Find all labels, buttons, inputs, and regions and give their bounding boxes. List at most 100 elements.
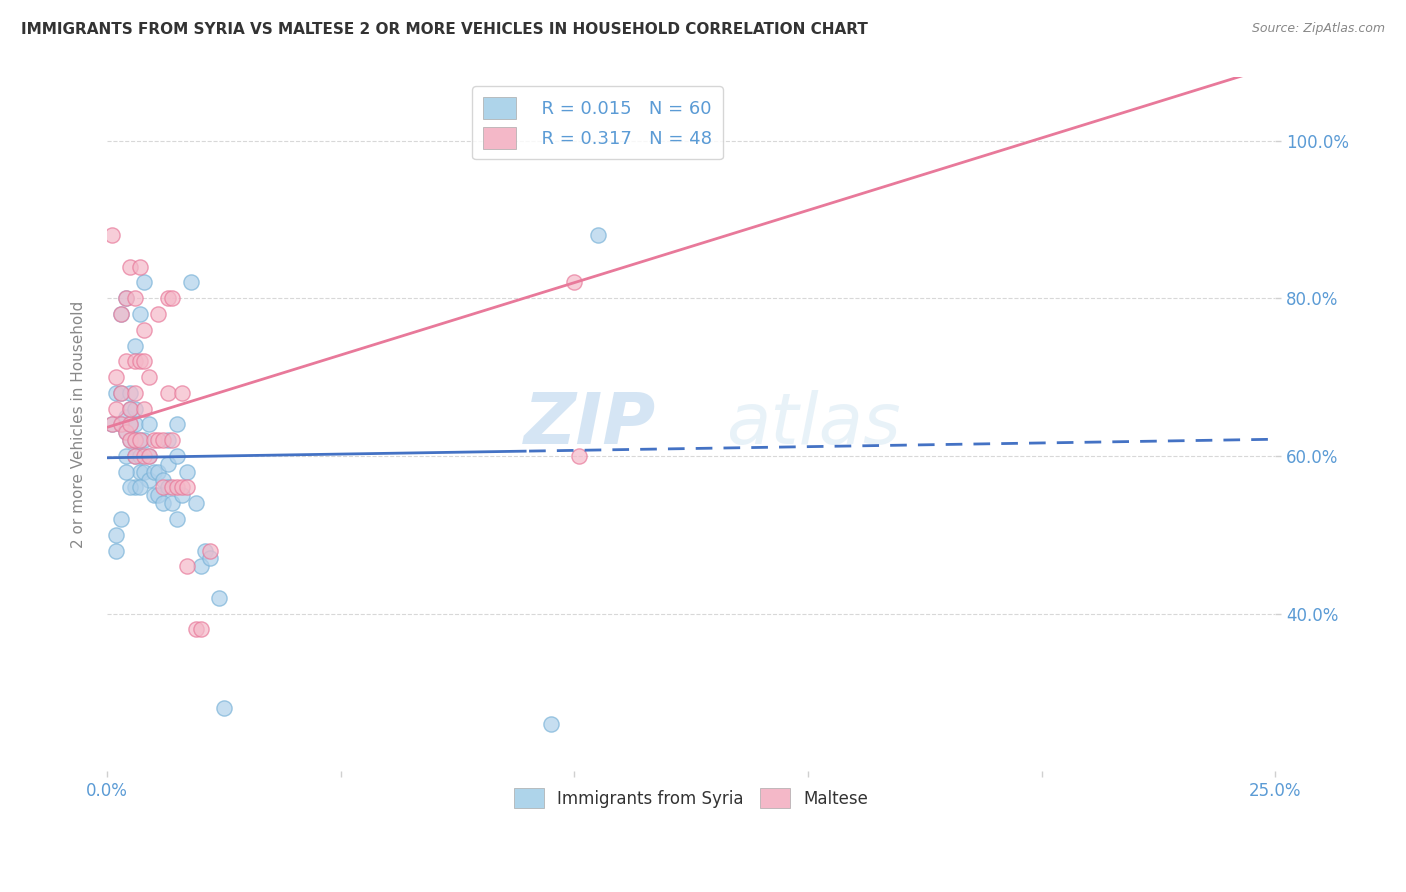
Point bbox=[100, 417, 122, 432]
Point bbox=[124, 417, 146, 432]
Point bbox=[120, 401, 142, 416]
Point bbox=[134, 465, 156, 479]
Point bbox=[152, 496, 174, 510]
Point bbox=[156, 291, 179, 305]
Point bbox=[176, 559, 198, 574]
Point bbox=[184, 623, 207, 637]
Point bbox=[114, 291, 136, 305]
Point bbox=[166, 481, 188, 495]
Point bbox=[138, 473, 160, 487]
Point bbox=[152, 473, 174, 487]
Point bbox=[166, 512, 188, 526]
Text: Source: ZipAtlas.com: Source: ZipAtlas.com bbox=[1251, 22, 1385, 36]
Point bbox=[134, 323, 156, 337]
Point bbox=[162, 291, 184, 305]
Point bbox=[124, 481, 146, 495]
Point bbox=[110, 307, 132, 321]
Point bbox=[120, 433, 142, 447]
Point bbox=[114, 409, 136, 424]
Point bbox=[110, 385, 132, 400]
Point bbox=[110, 307, 132, 321]
Point bbox=[110, 417, 132, 432]
Point bbox=[194, 543, 217, 558]
Point bbox=[162, 433, 184, 447]
Point bbox=[540, 717, 562, 731]
Point bbox=[100, 228, 122, 243]
Point bbox=[128, 307, 150, 321]
Point bbox=[114, 291, 136, 305]
Point bbox=[124, 433, 146, 447]
Point bbox=[120, 417, 142, 432]
Point bbox=[180, 276, 202, 290]
Point bbox=[114, 425, 136, 440]
Point bbox=[208, 591, 231, 605]
Point bbox=[120, 433, 142, 447]
Point bbox=[128, 465, 150, 479]
Point bbox=[105, 543, 128, 558]
Point bbox=[120, 385, 142, 400]
Point bbox=[148, 465, 170, 479]
Point bbox=[564, 276, 586, 290]
Point bbox=[156, 385, 179, 400]
Point bbox=[114, 354, 136, 368]
Point bbox=[100, 417, 122, 432]
Point bbox=[212, 701, 235, 715]
Point bbox=[110, 385, 132, 400]
Point bbox=[120, 260, 142, 274]
Point bbox=[162, 496, 184, 510]
Point bbox=[124, 291, 146, 305]
Point bbox=[148, 307, 170, 321]
Point bbox=[124, 385, 146, 400]
Point bbox=[190, 559, 212, 574]
Text: atlas: atlas bbox=[727, 390, 901, 458]
Point bbox=[170, 481, 193, 495]
Point bbox=[114, 449, 136, 463]
Point bbox=[152, 481, 174, 495]
Point bbox=[124, 449, 146, 463]
Point bbox=[586, 228, 609, 243]
Point bbox=[134, 354, 156, 368]
Point bbox=[110, 512, 132, 526]
Point bbox=[124, 401, 146, 416]
Point bbox=[105, 385, 128, 400]
Point bbox=[138, 449, 160, 463]
Point bbox=[128, 481, 150, 495]
Point bbox=[120, 401, 142, 416]
Point bbox=[138, 370, 160, 384]
Point bbox=[120, 417, 142, 432]
Point bbox=[184, 496, 207, 510]
Point bbox=[138, 417, 160, 432]
Point bbox=[142, 433, 165, 447]
Point bbox=[166, 417, 188, 432]
Point bbox=[128, 260, 150, 274]
Point bbox=[176, 481, 198, 495]
Y-axis label: 2 or more Vehicles in Household: 2 or more Vehicles in Household bbox=[72, 301, 86, 548]
Point bbox=[198, 543, 221, 558]
Point bbox=[128, 449, 150, 463]
Point bbox=[124, 449, 146, 463]
Point bbox=[152, 433, 174, 447]
Point bbox=[120, 481, 142, 495]
Point bbox=[128, 354, 150, 368]
Point bbox=[170, 385, 193, 400]
Point bbox=[166, 449, 188, 463]
Point bbox=[128, 433, 150, 447]
Point bbox=[148, 433, 170, 447]
Point bbox=[110, 417, 132, 432]
Point bbox=[128, 433, 150, 447]
Point bbox=[142, 465, 165, 479]
Point bbox=[124, 354, 146, 368]
Point bbox=[162, 481, 184, 495]
Point bbox=[114, 465, 136, 479]
Point bbox=[134, 449, 156, 463]
Point bbox=[148, 488, 170, 502]
Text: IMMIGRANTS FROM SYRIA VS MALTESE 2 OR MORE VEHICLES IN HOUSEHOLD CORRELATION CHA: IMMIGRANTS FROM SYRIA VS MALTESE 2 OR MO… bbox=[21, 22, 868, 37]
Point bbox=[114, 425, 136, 440]
Point bbox=[134, 401, 156, 416]
Point bbox=[156, 481, 179, 495]
Point bbox=[176, 465, 198, 479]
Point bbox=[124, 338, 146, 352]
Point bbox=[568, 449, 591, 463]
Point bbox=[124, 433, 146, 447]
Point bbox=[170, 488, 193, 502]
